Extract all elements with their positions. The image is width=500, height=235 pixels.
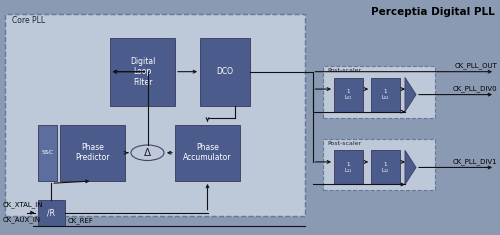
Text: Digital
Loop
Filter: Digital Loop Filter (130, 57, 155, 86)
Text: CK_PLL_DIV1: CK_PLL_DIV1 (453, 158, 498, 165)
Text: /R: /R (47, 208, 55, 217)
Text: DCO: DCO (216, 67, 234, 76)
Text: Phase
Predictor: Phase Predictor (75, 143, 110, 162)
FancyBboxPatch shape (110, 38, 175, 106)
Text: 1
L₀₂: 1 L₀₂ (382, 89, 389, 100)
Circle shape (131, 145, 164, 161)
Text: 1
L₀₁: 1 L₀₁ (345, 89, 352, 100)
Text: Core PLL: Core PLL (12, 16, 46, 25)
Text: CK_XTAL_IN: CK_XTAL_IN (2, 201, 43, 208)
Text: Δ: Δ (144, 148, 151, 158)
Text: 1
L₁₂: 1 L₁₂ (382, 162, 389, 173)
Text: Post-scaler: Post-scaler (328, 68, 362, 73)
FancyBboxPatch shape (5, 14, 305, 216)
Text: 1
L₁₁: 1 L₁₁ (345, 162, 352, 173)
FancyBboxPatch shape (60, 125, 125, 181)
Text: Post-scaler: Post-scaler (328, 141, 362, 146)
FancyBboxPatch shape (322, 139, 435, 190)
FancyBboxPatch shape (334, 78, 363, 112)
Polygon shape (405, 150, 416, 184)
FancyBboxPatch shape (200, 38, 250, 106)
FancyBboxPatch shape (322, 66, 435, 118)
Text: CK_REF: CK_REF (68, 217, 94, 224)
Text: SSC: SSC (42, 150, 54, 155)
FancyBboxPatch shape (371, 150, 400, 184)
Text: Perceptia Digital PLL: Perceptia Digital PLL (371, 7, 495, 17)
Text: CK_PLL_OUT: CK_PLL_OUT (454, 63, 498, 69)
FancyBboxPatch shape (371, 78, 400, 112)
FancyBboxPatch shape (38, 125, 58, 181)
Text: Phase
Accumulator: Phase Accumulator (183, 143, 232, 162)
Polygon shape (405, 78, 416, 112)
FancyBboxPatch shape (38, 200, 65, 226)
Text: CK_AUX_IN: CK_AUX_IN (2, 216, 40, 223)
Text: CK_PLL_DIV0: CK_PLL_DIV0 (453, 86, 498, 92)
FancyBboxPatch shape (334, 150, 363, 184)
FancyBboxPatch shape (175, 125, 240, 181)
